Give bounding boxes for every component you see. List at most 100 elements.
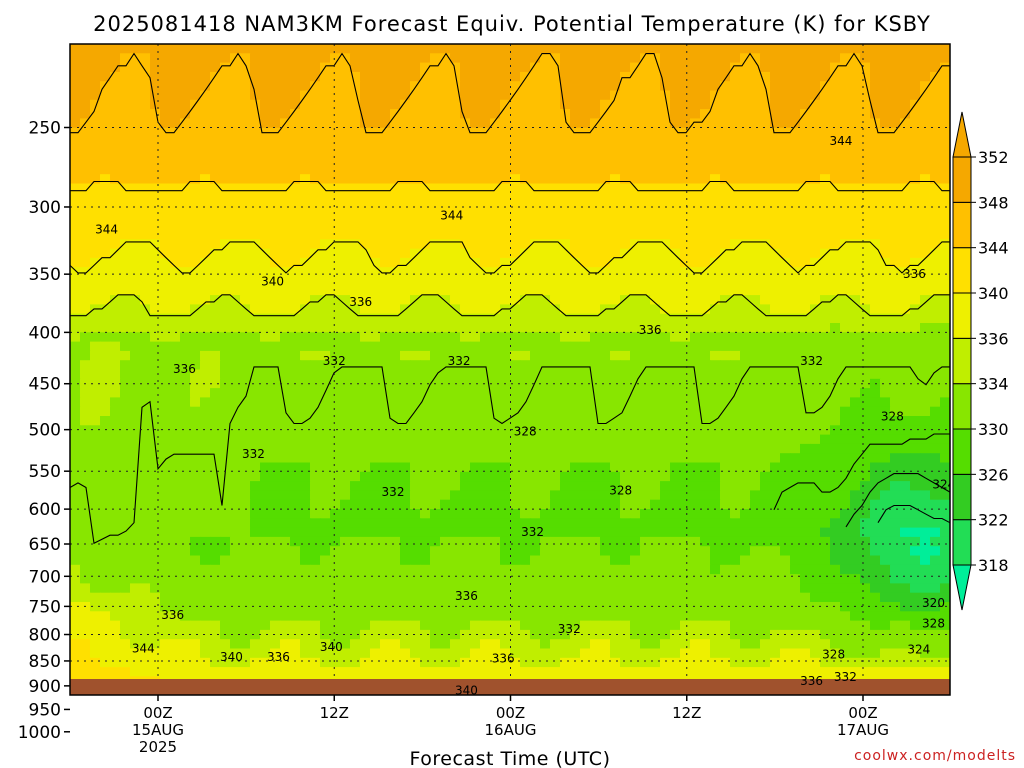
field-cell	[930, 425, 941, 436]
field-cell	[640, 341, 651, 352]
field-cell	[250, 490, 261, 501]
field-cell	[130, 527, 141, 538]
field-cell	[780, 313, 791, 324]
field-cell	[710, 434, 721, 445]
field-cell	[750, 71, 761, 82]
field-cell	[590, 71, 601, 82]
field-cell	[400, 425, 411, 436]
field-cell	[390, 230, 401, 240]
field-cell	[810, 350, 821, 361]
field-cell	[360, 499, 371, 510]
field-cell	[550, 360, 561, 371]
field-cell	[380, 295, 391, 305]
field-cell	[890, 499, 901, 510]
field-cell	[470, 350, 481, 361]
field-cell	[470, 378, 481, 389]
field-cell	[720, 90, 731, 101]
field-cell	[90, 257, 101, 268]
field-cell	[630, 332, 641, 343]
field-cell	[340, 313, 351, 324]
field-cell	[680, 118, 691, 129]
field-cell	[800, 99, 811, 110]
field-cell	[220, 248, 231, 259]
field-cell	[310, 137, 321, 147]
field-cell	[760, 248, 771, 259]
field-cell	[520, 295, 531, 305]
field-cell	[500, 295, 511, 305]
field-cell	[270, 276, 281, 287]
field-cell	[550, 53, 561, 64]
field-cell	[640, 490, 651, 501]
field-cell	[270, 397, 281, 408]
field-cell	[320, 239, 331, 250]
field-cell	[570, 406, 581, 417]
field-cell	[260, 462, 271, 473]
field-cell	[660, 443, 671, 454]
field-cell	[610, 416, 621, 426]
field-cell	[440, 285, 451, 296]
field-cell	[780, 555, 791, 566]
field-cell	[70, 499, 81, 510]
field-cell	[910, 443, 921, 454]
field-cell	[850, 44, 861, 54]
field-cell	[710, 285, 721, 296]
field-cell	[320, 304, 331, 315]
field-cell	[750, 453, 761, 464]
field-cell	[640, 481, 651, 491]
field-cell	[230, 276, 241, 287]
field-cell	[630, 434, 641, 445]
field-cell	[820, 192, 831, 203]
field-cell	[880, 471, 891, 482]
field-cell	[150, 211, 161, 222]
field-cell	[260, 71, 271, 82]
field-cell	[720, 239, 731, 250]
field-cell	[760, 536, 771, 547]
field-cell	[260, 174, 271, 185]
field-cell	[280, 518, 291, 529]
field-cell	[130, 443, 141, 454]
field-cell	[400, 341, 411, 352]
field-cell	[280, 527, 291, 538]
field-cell	[510, 183, 521, 194]
field-cell	[300, 137, 311, 147]
field-cell	[190, 44, 201, 54]
field-cell	[300, 118, 311, 129]
field-cell	[700, 564, 711, 575]
field-cell	[380, 44, 391, 54]
field-cell	[610, 406, 621, 417]
field-cell	[450, 109, 461, 119]
field-cell	[160, 220, 171, 231]
field-cell	[530, 192, 541, 203]
field-cell	[430, 230, 441, 240]
field-cell	[750, 127, 761, 138]
field-cell	[90, 471, 101, 482]
field-cell	[220, 71, 231, 82]
field-cell	[790, 192, 801, 203]
field-cell	[730, 239, 741, 250]
field-cell	[850, 295, 861, 305]
field-cell	[790, 137, 801, 147]
field-cell	[480, 350, 491, 361]
field-cell	[120, 174, 131, 185]
field-cell	[860, 202, 871, 212]
field-cell	[100, 406, 111, 417]
field-cell	[670, 378, 681, 389]
field-cell	[140, 481, 151, 491]
field-cell	[170, 369, 181, 380]
field-cell	[220, 53, 231, 64]
field-cell	[840, 555, 851, 566]
field-cell	[410, 462, 421, 473]
field-cell	[570, 341, 581, 352]
field-cell	[300, 369, 311, 380]
field-cell	[130, 137, 141, 147]
field-cell	[150, 509, 161, 519]
field-cell	[790, 276, 801, 287]
field-cell	[880, 536, 891, 547]
field-cell	[890, 490, 901, 501]
field-cell	[380, 388, 391, 398]
field-cell	[610, 164, 621, 175]
field-cell	[740, 509, 751, 519]
field-cell	[430, 248, 441, 259]
field-cell	[920, 397, 931, 408]
field-cell	[640, 248, 651, 259]
